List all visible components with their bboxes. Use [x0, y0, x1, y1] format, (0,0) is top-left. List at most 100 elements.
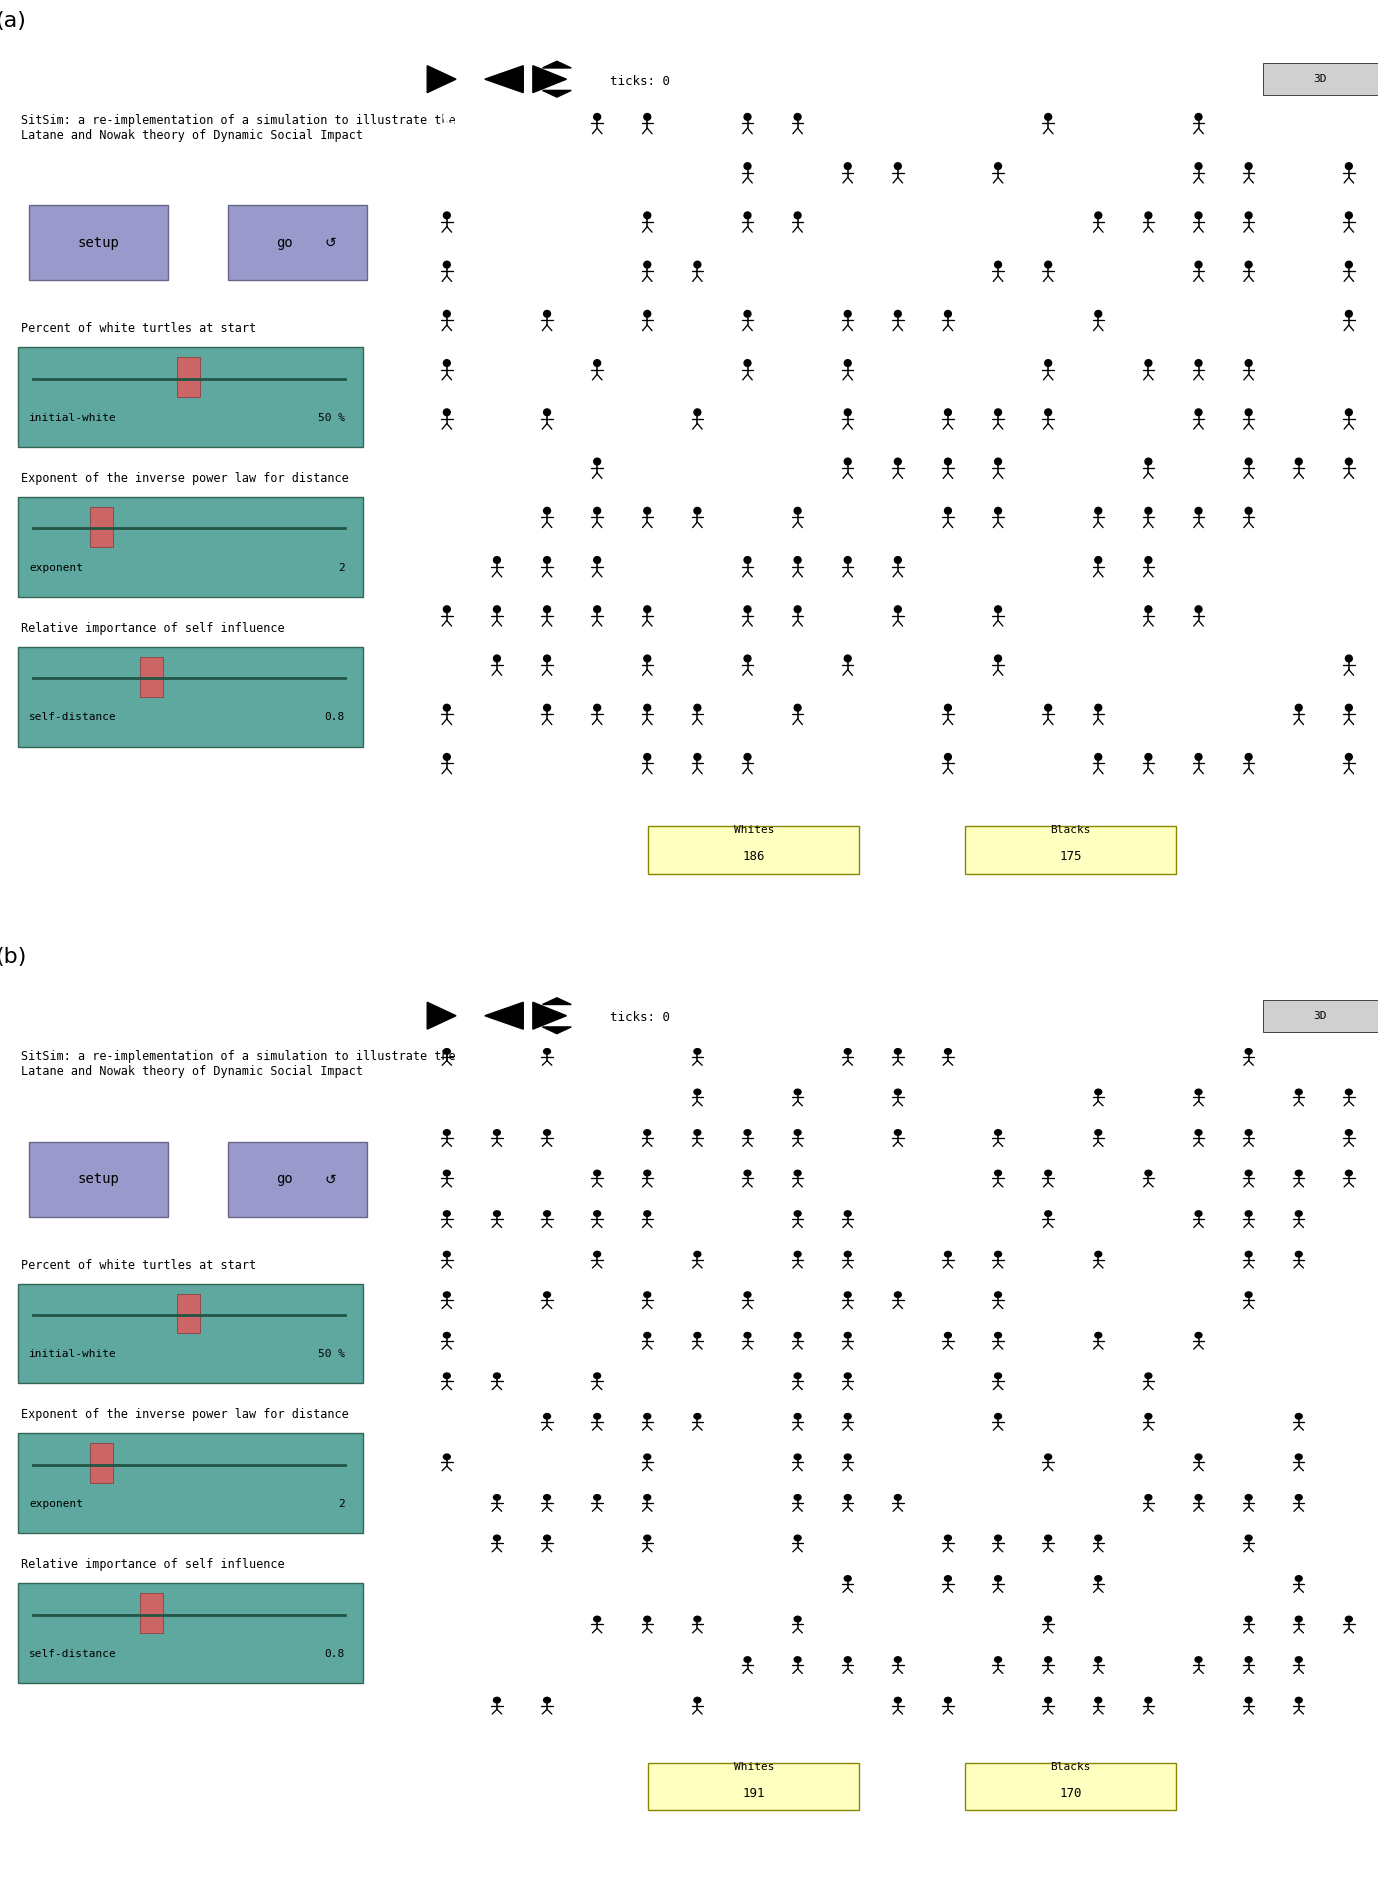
- Circle shape: [444, 1332, 450, 1338]
- Circle shape: [1346, 704, 1352, 711]
- Circle shape: [795, 458, 800, 465]
- Circle shape: [995, 1292, 1001, 1298]
- Circle shape: [945, 556, 951, 564]
- Circle shape: [895, 1251, 901, 1256]
- Circle shape: [1196, 1048, 1201, 1054]
- Circle shape: [1196, 1534, 1201, 1540]
- Circle shape: [695, 1090, 700, 1095]
- Circle shape: [1196, 1495, 1201, 1500]
- Circle shape: [895, 1130, 901, 1135]
- Circle shape: [1196, 1576, 1201, 1582]
- Circle shape: [945, 704, 951, 711]
- Circle shape: [1045, 1211, 1051, 1217]
- Circle shape: [895, 1455, 901, 1459]
- Circle shape: [795, 1090, 800, 1095]
- Circle shape: [845, 359, 851, 367]
- Circle shape: [1045, 1576, 1051, 1582]
- Circle shape: [745, 1292, 750, 1298]
- Circle shape: [644, 163, 650, 170]
- Circle shape: [745, 655, 750, 662]
- Circle shape: [795, 605, 800, 613]
- Circle shape: [444, 704, 450, 711]
- Circle shape: [795, 655, 800, 662]
- Circle shape: [1146, 310, 1151, 318]
- Circle shape: [1296, 458, 1302, 465]
- Circle shape: [494, 212, 500, 219]
- Circle shape: [494, 1495, 500, 1500]
- Circle shape: [1346, 1534, 1352, 1540]
- Circle shape: [945, 1211, 951, 1217]
- Text: Percent of white turtles at start: Percent of white turtles at start: [21, 1258, 256, 1271]
- Text: setup: setup: [78, 1173, 120, 1186]
- Circle shape: [494, 1616, 500, 1621]
- Circle shape: [644, 1130, 650, 1135]
- Text: 170: 170: [1059, 1786, 1082, 1799]
- Circle shape: [1246, 1292, 1251, 1298]
- Circle shape: [995, 1576, 1001, 1582]
- Circle shape: [1045, 655, 1051, 662]
- Circle shape: [1045, 261, 1051, 269]
- Circle shape: [1346, 1090, 1352, 1095]
- Circle shape: [795, 1495, 800, 1500]
- Text: 2: 2: [338, 562, 345, 573]
- Circle shape: [695, 1657, 700, 1663]
- Circle shape: [745, 1495, 750, 1500]
- Circle shape: [594, 1455, 600, 1459]
- Circle shape: [995, 310, 1001, 318]
- Circle shape: [1196, 507, 1201, 515]
- Circle shape: [494, 655, 500, 662]
- Circle shape: [1146, 163, 1151, 170]
- Circle shape: [1096, 212, 1101, 219]
- Circle shape: [695, 1374, 700, 1379]
- Circle shape: [1296, 1534, 1302, 1540]
- Circle shape: [745, 1251, 750, 1256]
- Circle shape: [1246, 261, 1251, 269]
- Circle shape: [1146, 458, 1151, 465]
- Circle shape: [695, 556, 700, 564]
- Circle shape: [1346, 753, 1352, 761]
- Circle shape: [1196, 359, 1201, 367]
- Circle shape: [745, 1048, 750, 1054]
- Text: 50 %: 50 %: [317, 1349, 345, 1358]
- Text: 175: 175: [1059, 850, 1082, 863]
- Circle shape: [745, 163, 750, 170]
- Circle shape: [995, 1697, 1001, 1703]
- Circle shape: [895, 310, 901, 318]
- Circle shape: [845, 1455, 851, 1459]
- Circle shape: [1045, 556, 1051, 564]
- Circle shape: [1146, 409, 1151, 416]
- Circle shape: [695, 163, 700, 170]
- Circle shape: [795, 1130, 800, 1135]
- Circle shape: [494, 1374, 500, 1379]
- Circle shape: [1196, 1090, 1201, 1095]
- Circle shape: [895, 1657, 901, 1663]
- FancyBboxPatch shape: [1263, 62, 1378, 95]
- Text: Percent of white turtles at start: Percent of white turtles at start: [21, 322, 256, 335]
- Circle shape: [444, 261, 450, 269]
- Text: exponent: exponent: [29, 562, 84, 573]
- Circle shape: [695, 1534, 700, 1540]
- FancyBboxPatch shape: [228, 1143, 367, 1217]
- Circle shape: [1146, 1616, 1151, 1621]
- Circle shape: [594, 1292, 600, 1298]
- Circle shape: [444, 1534, 450, 1540]
- Circle shape: [1246, 753, 1251, 761]
- Circle shape: [995, 605, 1001, 613]
- Circle shape: [745, 507, 750, 515]
- Circle shape: [895, 1616, 901, 1621]
- Circle shape: [995, 1534, 1001, 1540]
- Circle shape: [444, 655, 450, 662]
- Circle shape: [945, 1251, 951, 1256]
- Circle shape: [695, 1616, 700, 1621]
- Circle shape: [745, 1455, 750, 1459]
- Circle shape: [795, 261, 800, 269]
- Circle shape: [745, 1534, 750, 1540]
- Circle shape: [1346, 655, 1352, 662]
- Circle shape: [995, 114, 1001, 121]
- Circle shape: [1146, 1576, 1151, 1582]
- Circle shape: [1296, 655, 1302, 662]
- Text: 50 %: 50 %: [317, 412, 345, 422]
- Circle shape: [1045, 1616, 1051, 1621]
- Circle shape: [1246, 359, 1251, 367]
- Circle shape: [845, 1171, 851, 1175]
